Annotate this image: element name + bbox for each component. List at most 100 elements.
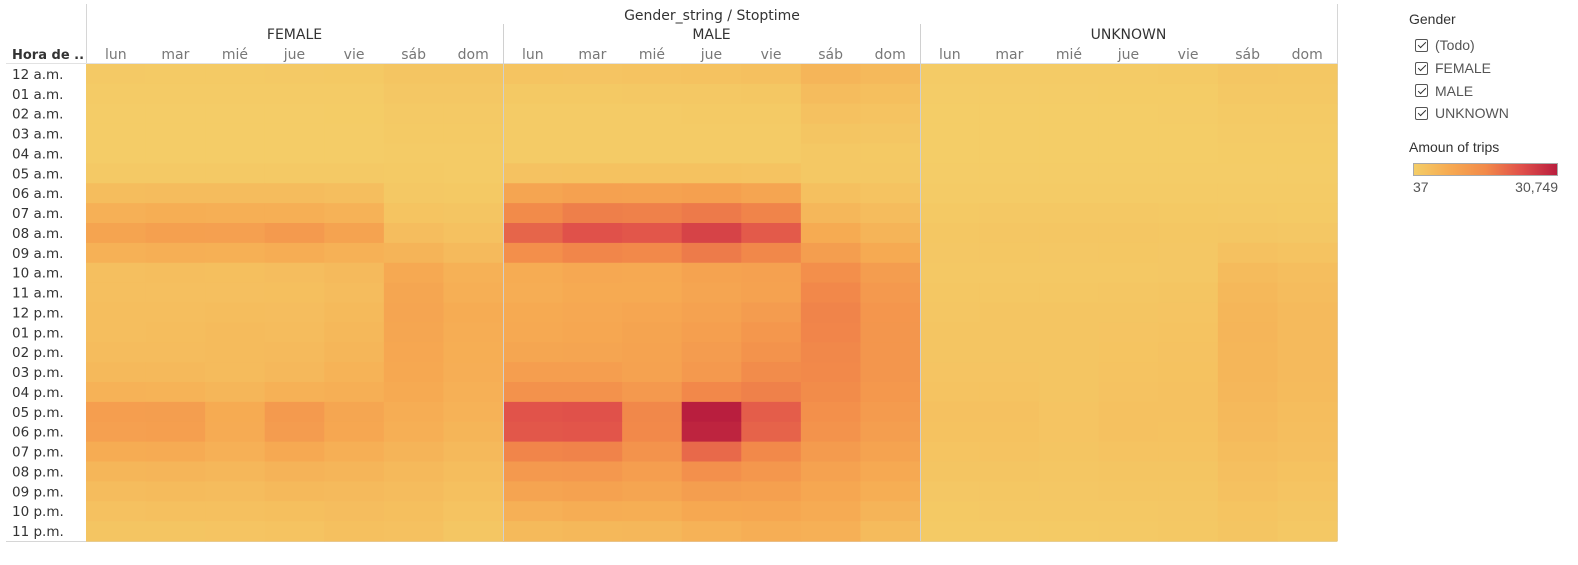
heatmap-cell[interactable]	[503, 501, 564, 522]
heatmap-cell[interactable]	[145, 362, 206, 383]
heatmap-cell[interactable]	[145, 103, 206, 125]
heatmap-cell[interactable]	[383, 421, 445, 443]
heatmap-cell[interactable]	[205, 362, 266, 383]
heatmap-cell[interactable]	[264, 302, 325, 323]
heatmap-cell[interactable]	[443, 163, 504, 184]
heatmap-cell[interactable]	[681, 262, 742, 284]
heatmap-cell[interactable]	[741, 262, 802, 284]
heatmap-cell[interactable]	[324, 342, 385, 363]
heatmap-cell[interactable]	[920, 123, 981, 145]
heatmap-cell[interactable]	[920, 382, 981, 403]
heatmap-cell[interactable]	[145, 163, 206, 184]
heatmap-cell[interactable]	[1039, 461, 1100, 482]
heatmap-cell[interactable]	[86, 501, 147, 522]
heatmap-cell[interactable]	[86, 242, 147, 264]
heatmap-cell[interactable]	[562, 521, 623, 542]
heatmap-cell[interactable]	[562, 203, 623, 224]
heatmap-cell[interactable]	[860, 103, 921, 125]
heatmap-cell[interactable]	[1277, 382, 1338, 403]
heatmap-cell[interactable]	[1217, 421, 1279, 443]
heatmap-cell[interactable]	[979, 362, 1040, 383]
heatmap-cell[interactable]	[324, 163, 385, 184]
heatmap-cell[interactable]	[1217, 83, 1279, 105]
heatmap-cell[interactable]	[800, 262, 862, 284]
heatmap-cell[interactable]	[1039, 342, 1100, 363]
heatmap-cell[interactable]	[622, 501, 683, 522]
heatmap-cell[interactable]	[443, 103, 504, 125]
heatmap-cell[interactable]	[562, 123, 623, 145]
heatmap-cell[interactable]	[383, 382, 445, 403]
heatmap-cell[interactable]	[383, 203, 445, 224]
heatmap-cell[interactable]	[1277, 501, 1338, 522]
heatmap-cell[interactable]	[324, 302, 385, 323]
heatmap-cell[interactable]	[979, 163, 1040, 184]
heatmap-cell[interactable]	[205, 223, 266, 244]
heatmap-cell[interactable]	[920, 223, 981, 244]
heatmap-cell[interactable]	[860, 123, 921, 145]
heatmap-cell[interactable]	[860, 223, 921, 244]
heatmap-cell[interactable]	[145, 461, 206, 482]
heatmap-cell[interactable]	[1039, 362, 1100, 383]
heatmap-cell[interactable]	[562, 183, 623, 204]
heatmap-cell[interactable]	[1158, 123, 1219, 145]
heatmap-cell[interactable]	[622, 322, 683, 343]
heatmap-cell[interactable]	[562, 461, 623, 482]
heatmap-cell[interactable]	[741, 123, 802, 145]
heatmap-cell[interactable]	[1039, 183, 1100, 204]
heatmap-cell[interactable]	[443, 223, 504, 244]
heatmap-cell[interactable]	[979, 382, 1040, 403]
heatmap-cell[interactable]	[860, 481, 921, 502]
heatmap-cell[interactable]	[503, 223, 564, 244]
heatmap-cell[interactable]	[145, 382, 206, 403]
heatmap-cell[interactable]	[741, 342, 802, 363]
heatmap-cell[interactable]	[324, 223, 385, 244]
heatmap-cell[interactable]	[1158, 223, 1219, 244]
heatmap-cell[interactable]	[1277, 64, 1338, 85]
heatmap-cell[interactable]	[920, 183, 981, 204]
heatmap-cell[interactable]	[920, 302, 981, 323]
heatmap-cell[interactable]	[503, 123, 564, 145]
heatmap-cell[interactable]	[860, 461, 921, 482]
heatmap-cell[interactable]	[324, 421, 385, 443]
heatmap-cell[interactable]	[979, 521, 1040, 542]
heatmap-cell[interactable]	[800, 64, 862, 85]
heatmap-cell[interactable]	[86, 183, 147, 204]
heatmap-cell[interactable]	[264, 183, 325, 204]
heatmap-cell[interactable]	[681, 163, 742, 184]
heatmap-cell[interactable]	[503, 441, 564, 463]
heatmap-cell[interactable]	[443, 123, 504, 145]
heatmap-cell[interactable]	[681, 322, 742, 343]
heatmap-cell[interactable]	[622, 401, 683, 423]
heatmap-cell[interactable]	[324, 123, 385, 145]
heatmap-cell[interactable]	[86, 282, 147, 304]
heatmap-cell[interactable]	[800, 441, 862, 463]
heatmap-cell[interactable]	[1039, 103, 1100, 125]
heatmap-cell[interactable]	[979, 481, 1040, 502]
heatmap-cell[interactable]	[1039, 302, 1100, 323]
heatmap-cell[interactable]	[1217, 282, 1279, 304]
heatmap-cell[interactable]	[1098, 242, 1159, 264]
heatmap-cell[interactable]	[1158, 183, 1219, 204]
heatmap-cell[interactable]	[800, 83, 862, 105]
heatmap-cell[interactable]	[920, 401, 981, 423]
heatmap-cell[interactable]	[920, 163, 981, 184]
heatmap-cell[interactable]	[562, 401, 623, 423]
heatmap-cell[interactable]	[622, 461, 683, 482]
heatmap-cell[interactable]	[443, 362, 504, 383]
heatmap-cell[interactable]	[324, 203, 385, 224]
heatmap-cell[interactable]	[800, 501, 862, 522]
heatmap-cell[interactable]	[1039, 282, 1100, 304]
row-header-label[interactable]: Hora de ..	[12, 48, 84, 63]
heatmap-cell[interactable]	[205, 521, 266, 542]
heatmap-cell[interactable]	[681, 362, 742, 383]
heatmap-cell[interactable]	[920, 64, 981, 85]
heatmap-cell[interactable]	[979, 262, 1040, 284]
heatmap-cell[interactable]	[741, 143, 802, 164]
heatmap-cell[interactable]	[1158, 282, 1219, 304]
heatmap-cell[interactable]	[1158, 362, 1219, 383]
heatmap-cell[interactable]	[1277, 441, 1338, 463]
heatmap-cell[interactable]	[741, 382, 802, 403]
heatmap-cell[interactable]	[1158, 441, 1219, 463]
heatmap-cell[interactable]	[681, 223, 742, 244]
heatmap-cell[interactable]	[741, 461, 802, 482]
